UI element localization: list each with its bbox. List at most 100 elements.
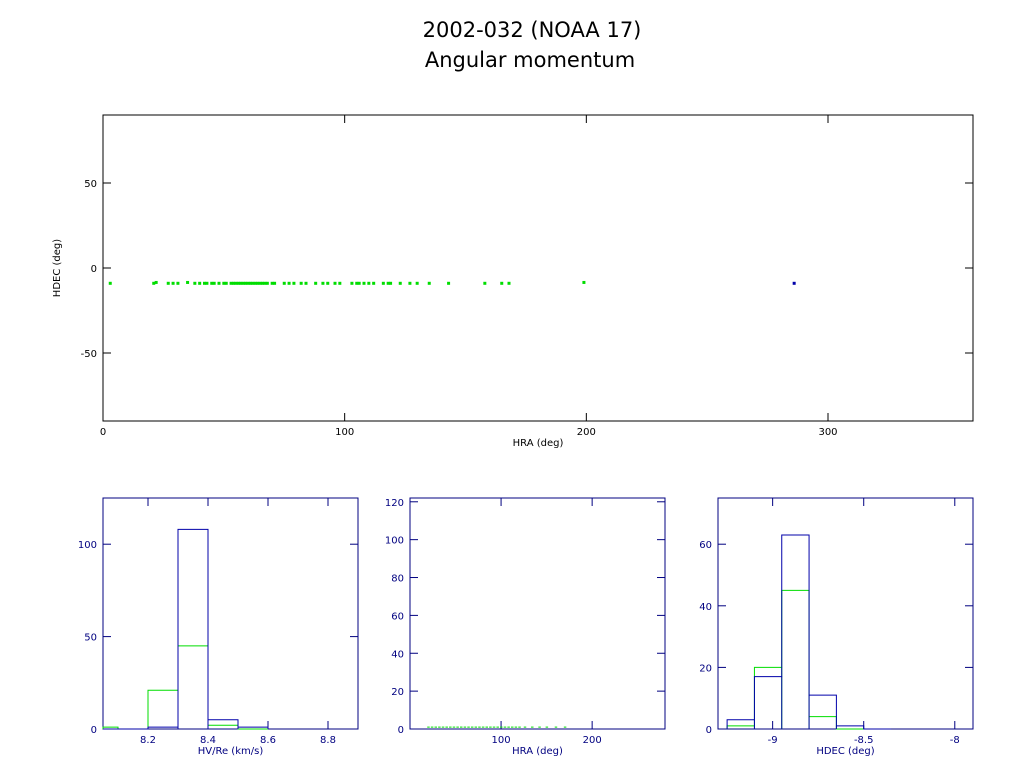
y-tick-label: 40 — [391, 649, 404, 660]
data-point-green — [270, 281, 274, 285]
data-point-green — [389, 281, 393, 285]
data-point-green — [350, 281, 354, 285]
data-point-green — [314, 281, 318, 285]
data-point-green — [256, 281, 260, 285]
y-tick-label: 20 — [699, 663, 712, 674]
x-axis-label: HRA (deg) — [512, 746, 563, 757]
y-tick-label: 100 — [78, 540, 97, 551]
y-tick-label: 120 — [385, 498, 404, 509]
y-tick-label: 60 — [391, 611, 404, 622]
data-point-blue — [792, 281, 796, 285]
histogram-hra-panel: 100 200 0 20 40 60 80 100 120 HRA (deg) — [385, 497, 666, 757]
data-point-green — [381, 281, 385, 285]
y-tick-label: -50 — [81, 349, 97, 360]
y-tick-label: 0 — [706, 725, 712, 736]
plot-frame — [717, 497, 974, 730]
x-tick-label: -9 — [768, 735, 778, 746]
y-tick-label: 80 — [391, 574, 404, 585]
data-point-green — [258, 281, 262, 285]
data-point-green — [152, 281, 156, 285]
data-point-green — [229, 281, 233, 285]
histogram-outline-blue — [103, 528, 269, 730]
y-tick-label: 50 — [84, 633, 97, 644]
data-point-green — [244, 281, 248, 285]
data-point-green — [239, 281, 243, 285]
data-point-green — [176, 281, 180, 285]
x-tick-label: 8.4 — [200, 735, 216, 746]
data-point-green — [186, 280, 190, 284]
data-point-green — [224, 281, 228, 285]
x-tick-label: 100 — [492, 735, 511, 746]
data-point-green — [483, 281, 487, 285]
data-point-green — [217, 281, 221, 285]
data-point-green — [198, 281, 202, 285]
y-tick-label: 40 — [699, 602, 712, 613]
x-tick-label: 8.6 — [260, 735, 276, 746]
data-point-green — [357, 281, 361, 285]
data-point-green — [287, 281, 291, 285]
data-point-green — [338, 281, 342, 285]
data-point-green — [355, 281, 359, 285]
histogram-outline-green — [102, 645, 268, 730]
data-point-green — [326, 281, 330, 285]
y-tick-label: 100 — [385, 536, 404, 547]
data-point-green — [282, 281, 286, 285]
data-point-green — [321, 281, 325, 285]
data-point-green — [171, 281, 175, 285]
data-point-green — [265, 281, 269, 285]
data-point-green — [261, 281, 264, 285]
data-point-green — [251, 281, 255, 285]
x-axis-label: HRA (deg) — [513, 438, 564, 449]
data-point-green — [263, 281, 267, 285]
data-point-green — [447, 281, 451, 285]
data-point-green — [408, 281, 412, 285]
histogram-speed-panel: 8.2 8.4 8.6 8.8 0 50 100 HV/Re (km/s) — [78, 497, 359, 757]
x-tick-label: 100 — [335, 427, 354, 438]
data-point-green — [415, 281, 419, 285]
scatter-panel: 0 100 200 300 -50 0 50 HRA (deg) HDEC (deg) — [52, 114, 974, 449]
x-axis-label: HV/Re (km/s) — [198, 746, 264, 757]
x-tick-label: 200 — [583, 735, 602, 746]
data-point-green — [154, 280, 158, 284]
plot-frame — [102, 114, 974, 422]
y-tick-label: 0 — [398, 725, 404, 736]
data-point-green — [234, 281, 238, 285]
x-tick-label: 300 — [818, 427, 837, 438]
data-point-green — [292, 281, 296, 285]
data-point-green — [248, 281, 252, 285]
x-tick-label: 8.8 — [320, 735, 336, 746]
data-point-green — [367, 281, 371, 285]
data-point-green — [108, 281, 112, 285]
y-tick-label: 0 — [91, 264, 97, 275]
data-point-green — [299, 281, 303, 285]
plot-frame — [409, 497, 666, 730]
data-point-green — [253, 281, 257, 285]
plot-frame — [102, 497, 359, 730]
data-point-green — [273, 281, 277, 285]
x-tick-label: 8.2 — [140, 735, 156, 746]
data-point-green — [210, 281, 214, 285]
data-point-green — [582, 280, 586, 284]
data-point-green — [232, 281, 235, 285]
data-point-green — [166, 281, 170, 285]
data-point-green — [241, 281, 245, 285]
data-point-green — [333, 281, 337, 285]
data-point-green — [372, 281, 376, 285]
x-tick-label: 0 — [100, 427, 106, 438]
figure-title: 2002-032 (NOAA 17) — [423, 18, 642, 42]
data-point-green — [427, 281, 431, 285]
histogram-outline-green — [726, 589, 892, 730]
data-point-green — [500, 281, 504, 285]
y-axis-label: HDEC (deg) — [52, 239, 63, 297]
data-point-green — [362, 281, 366, 285]
data-point-green — [212, 281, 216, 285]
y-tick-label: 0 — [91, 725, 97, 736]
data-point-green — [386, 281, 390, 285]
data-point-green — [304, 281, 308, 285]
data-point-green — [193, 281, 197, 285]
y-tick-label: 20 — [391, 687, 404, 698]
data-point-green — [205, 281, 209, 285]
x-axis-label: HDEC (deg) — [816, 746, 874, 757]
y-tick-label: 60 — [699, 540, 712, 551]
